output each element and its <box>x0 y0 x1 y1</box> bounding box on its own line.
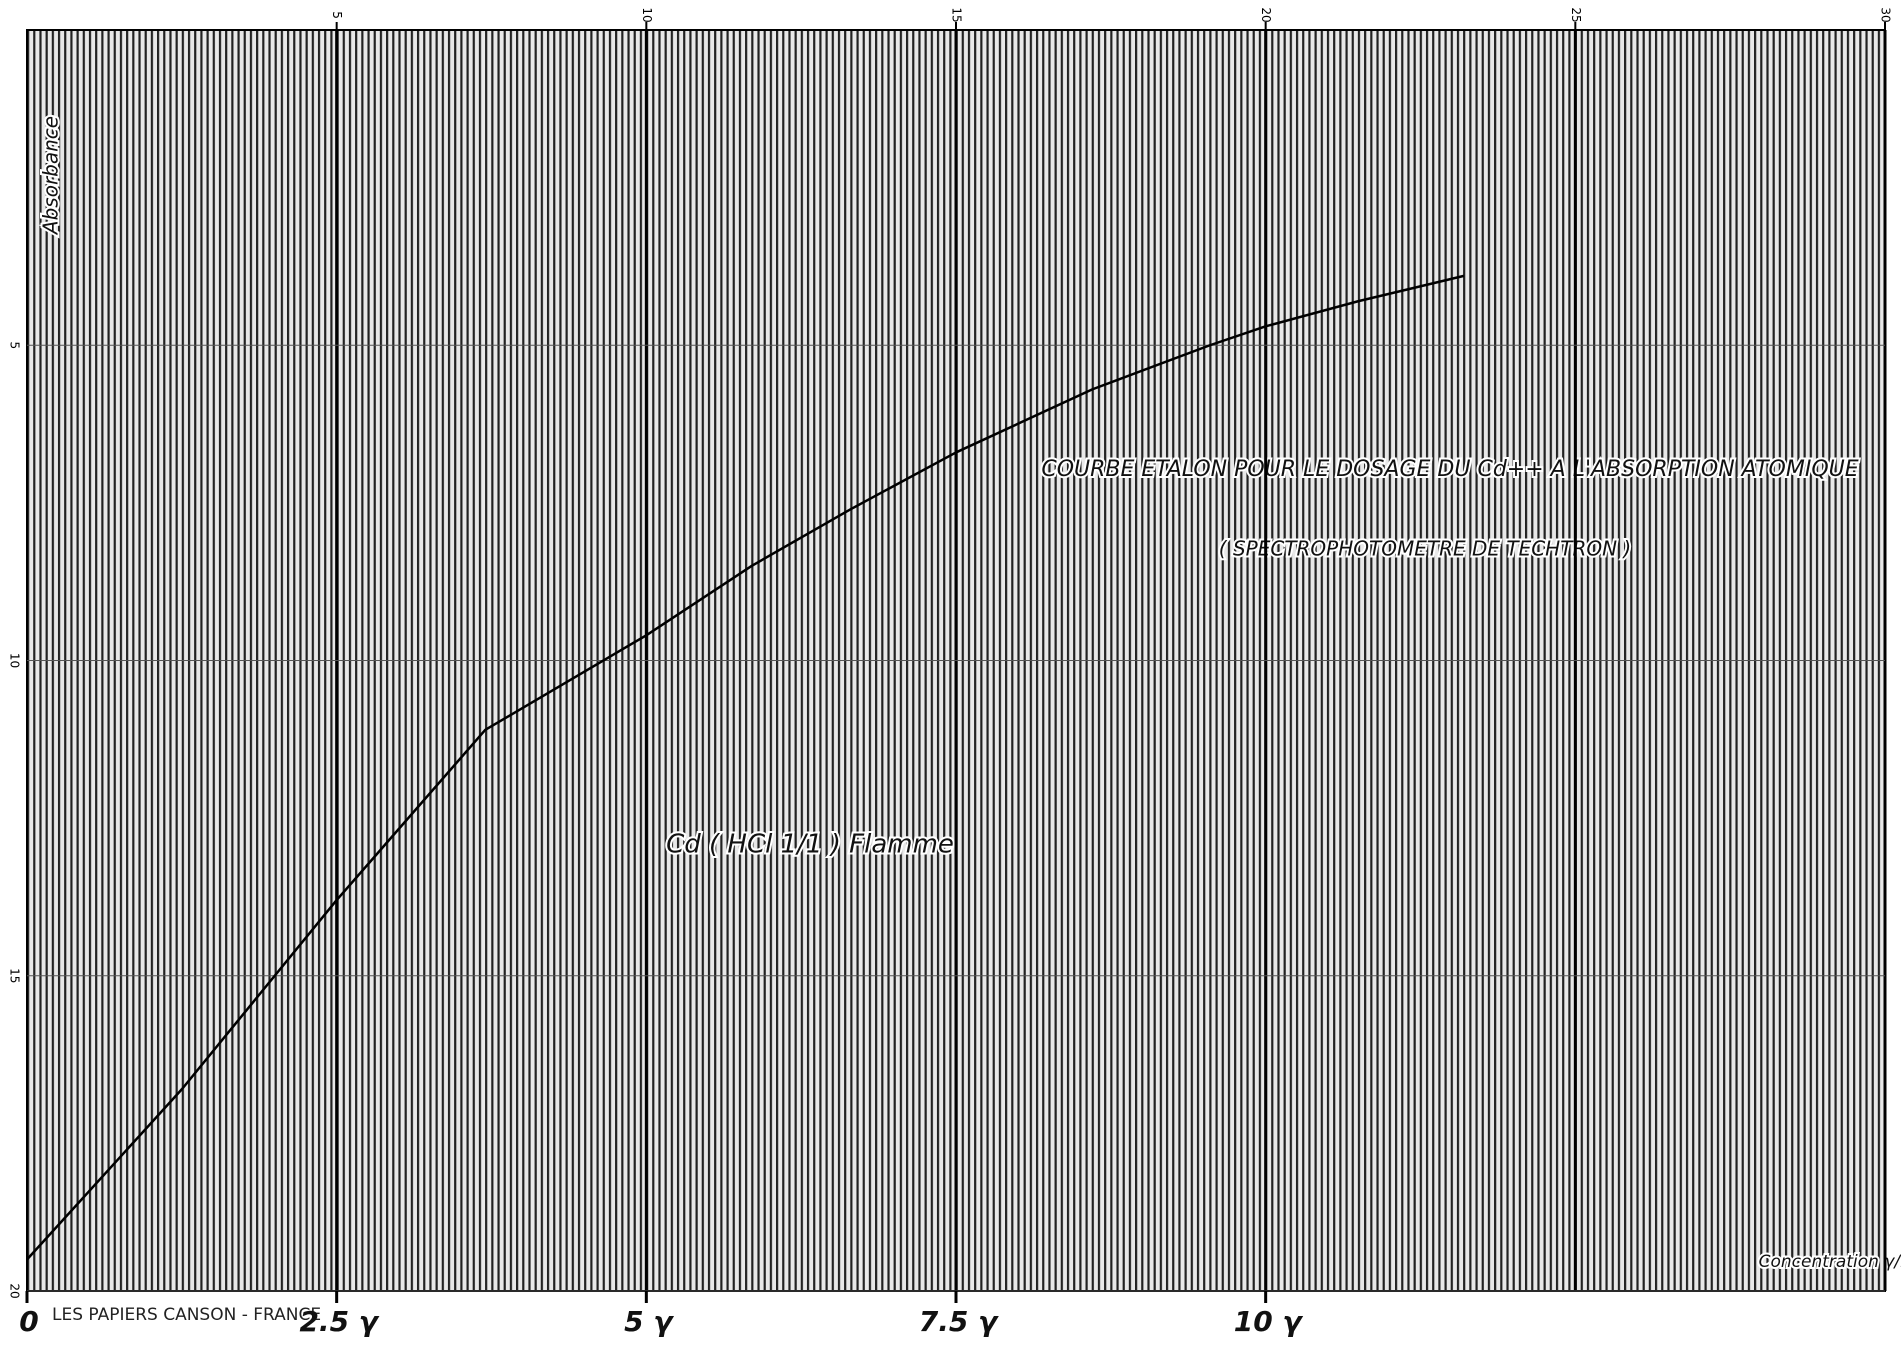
footer: LES PAPIERS CANSON - FRANCE <box>52 1305 321 1325</box>
x-tick-label: 10 <box>640 7 654 22</box>
y-tick-label: 15 <box>8 968 22 983</box>
x-tick-label: 5 <box>330 11 344 19</box>
x2-tick-label: 2.5 γ <box>299 1305 379 1338</box>
x-tick-label: 20 <box>1259 7 1273 22</box>
y-tick-label: 20 <box>8 1283 22 1298</box>
data-line <box>26 274 1465 1261</box>
x2-tick-label: 10 γ <box>1234 1305 1304 1338</box>
x-tick-label: 15 <box>950 7 964 22</box>
chart-subtitle: ( SPECTROPHOTOMETRE DE TECHTRON ) <box>1219 537 1631 561</box>
x-axis-label: Concentration γ/ml <box>1759 1252 1901 1272</box>
x-tick-label: 25 <box>1569 7 1583 22</box>
chart-title: COURBE ETALON POUR LE DOSAGE DU Cd++ A L… <box>1041 457 1858 482</box>
x2-tick-label: 7.5 γ <box>919 1305 999 1338</box>
x-tick-label: 30 <box>1879 7 1893 22</box>
annotation: Cd ( HCl 1/1 ) Flamme <box>666 830 954 860</box>
x2-tick-label: 0 <box>19 1305 38 1338</box>
y-axis-label: Absorbance <box>39 116 63 236</box>
y-tick-label: 10 <box>8 653 22 668</box>
y-tick-label: 5 <box>8 341 22 349</box>
x2-tick-label: 5 γ <box>624 1305 674 1338</box>
